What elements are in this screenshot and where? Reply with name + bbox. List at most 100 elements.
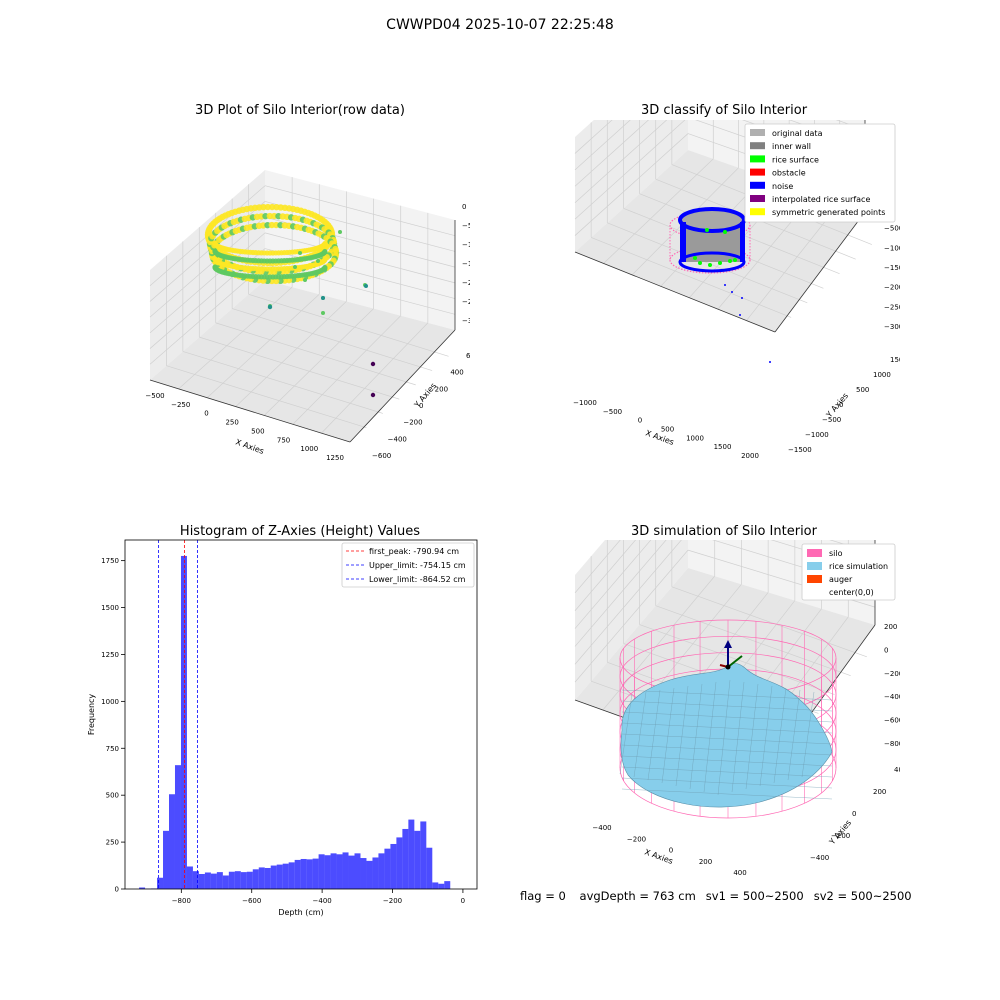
histogram-bar: [258, 867, 265, 889]
histogram-bar: [306, 859, 313, 889]
rice-surface-mesh: [621, 689, 833, 701]
panel4-title: 3D simulation of Silo Interior: [631, 524, 817, 539]
histogram-bar: [396, 837, 403, 889]
legend-swatch: [750, 168, 765, 176]
grid-line: [206, 294, 320, 398]
rice-surface-mesh: [621, 777, 833, 789]
flag-text: flag = 0: [520, 889, 566, 903]
grid-line: [264, 248, 456, 299]
legend-box: [341, 542, 475, 588]
rice-point: [733, 258, 737, 262]
noise-point: [769, 361, 771, 363]
histogram-bar: [300, 858, 307, 889]
panel3-histogram: −800 −600 −400 −200 0 0 250 500 750 1000 1250 1500 1…: [87, 539, 478, 917]
legend-swatch: [750, 155, 765, 163]
z-tick-label: 200: [884, 623, 897, 631]
y-tick-label: 200: [435, 385, 448, 393]
z-tick-label: −2500: [884, 303, 900, 311]
grid-line: [574, 549, 689, 683]
noise-point: [739, 314, 741, 316]
histogram-bar: [426, 847, 433, 889]
panel3-title: Histogram of Z-Axies (Height) Values: [179, 524, 421, 539]
grid-line: [574, 133, 689, 236]
z-tick-label: −800: [884, 740, 900, 748]
grid-line: [232, 308, 433, 371]
legend-swatch: [807, 549, 822, 557]
rice-surface-mesh: [801, 691, 815, 778]
panel4-3d-simulation: −400 −200 0 200 400 −400 −200 0 200 400 200 0 −200 −4…: [574, 540, 900, 875]
rice-surface-mesh: [773, 687, 787, 784]
data-point: [322, 256, 328, 263]
y-tick-label: 0: [852, 810, 856, 818]
histogram-bar: [432, 882, 439, 889]
z-tick-label: −400: [884, 693, 900, 701]
z-tick-label: −2500: [462, 298, 470, 306]
legend-label: silo: [829, 549, 843, 558]
y-tick-label: −200: [831, 832, 850, 840]
grid-line: [199, 336, 400, 400]
grid-line: [746, 202, 840, 321]
x-axis-label: Depth (cm): [278, 908, 323, 917]
rice-surface-mesh: [689, 683, 703, 790]
x-axis-line: [149, 379, 351, 443]
histogram-bar: [360, 858, 367, 889]
y-tick-label: 1500: [890, 356, 900, 364]
y-tick-label: 600: [466, 352, 470, 360]
histogram-bar: [294, 859, 301, 889]
y-tick-label: −1500: [788, 446, 812, 454]
y-tick-label: −600: [372, 452, 391, 460]
grid-line: [264, 232, 456, 284]
grid-line: [671, 586, 867, 658]
panel1-title: 3D Plot of Silo Interior(row data): [195, 103, 405, 118]
pane-left: [575, 540, 688, 700]
rice-surface-mesh: [633, 691, 647, 778]
grid-line: [574, 540, 621, 594]
noise-point: [741, 297, 743, 299]
grid-line: [603, 158, 714, 264]
pane-left: [575, 120, 688, 252]
legend-label: center(0,0): [829, 588, 874, 597]
legend-swatch: [807, 562, 822, 570]
histogram-bar: [402, 828, 409, 889]
x-axis-label: X Axies: [234, 437, 265, 456]
y-tick-label: −1000: [805, 431, 829, 439]
x-tick-label: −200: [383, 897, 402, 905]
x-tick-label: −400: [313, 897, 332, 905]
data-point: [316, 259, 320, 263]
data-point: [267, 304, 273, 310]
grid-line: [655, 605, 851, 677]
y-tick-label: 750: [106, 745, 119, 753]
pane-floor: [150, 280, 455, 442]
y-axis-label: Frequency: [87, 694, 96, 736]
x-tick-label: 0: [461, 897, 465, 905]
legend-label: noise: [772, 182, 793, 191]
grid-line: [591, 237, 792, 318]
rice-surface-mesh: [621, 711, 833, 723]
histogram-bar: [282, 863, 289, 889]
rice-surface-mesh: [621, 766, 833, 778]
data-point: [321, 311, 325, 315]
histogram-bar: [420, 821, 427, 889]
z-tick-label: −200: [884, 670, 900, 678]
auger-arrow: [727, 655, 743, 668]
x-tick-label: 1500: [714, 443, 732, 451]
x-tick-label: −250: [171, 401, 190, 409]
z-tick-label: −2000: [462, 279, 470, 287]
x-tick-label: 1000: [686, 434, 704, 442]
x-tick-label: 750: [277, 436, 290, 444]
x-axis-line: [574, 251, 776, 333]
grid-line: [292, 315, 401, 425]
legend-box: [801, 543, 896, 601]
y-tick-label: 200: [873, 788, 886, 796]
data-point: [321, 296, 325, 300]
histogram-bar: [276, 864, 283, 889]
legend-label: rice surface: [772, 155, 819, 164]
grid-line: [574, 120, 668, 203]
legend-label: first_peak: -790.94 cm: [369, 547, 459, 556]
x-tick-label: 500: [661, 426, 674, 434]
rice-surface-mesh: [621, 755, 833, 767]
legend-swatch: [750, 181, 765, 189]
x-tick-label: 1000: [300, 445, 318, 453]
histogram-bar: [408, 819, 415, 889]
data-point: [338, 230, 342, 234]
